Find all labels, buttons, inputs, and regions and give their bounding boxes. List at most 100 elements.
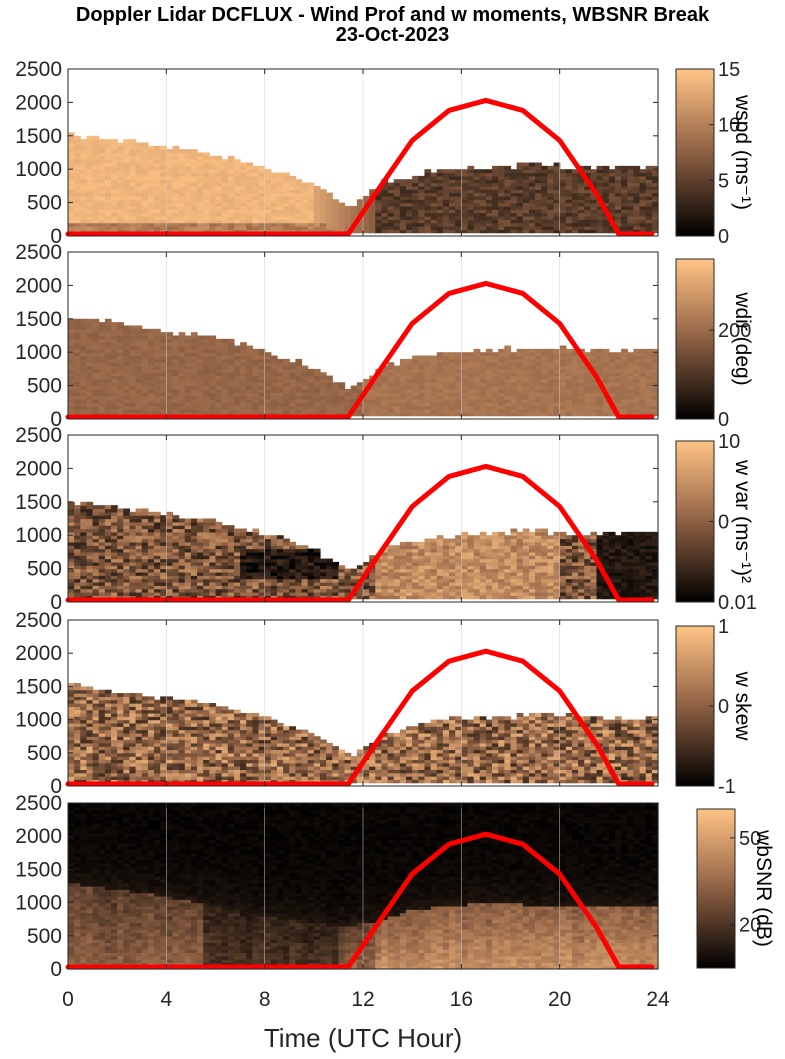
heatmap-cell [98,348,106,353]
heatmap-cell [111,555,118,560]
heatmap-cell [516,215,524,220]
heatmap-cell [129,382,137,387]
heatmap-cell [172,215,180,220]
heatmap-cell [135,568,143,573]
heatmap-cell [424,372,432,377]
heatmap-cell [80,348,88,353]
heatmap-cell [92,149,100,154]
heatmap-cell [154,162,161,167]
heatmap-cell [215,345,223,350]
heatmap-cell [467,179,475,184]
heatmap-cell [172,342,180,347]
heatmap-cell [485,398,493,403]
heatmap-cell [92,505,100,510]
heatmap-cell [645,185,653,190]
heatmap-cell [86,378,94,383]
heatmap-cell [633,172,641,177]
heatmap-cell [406,219,413,224]
heatmap-cell [565,365,573,370]
heatmap-cell [621,362,628,367]
heatmap-cell [412,209,419,214]
heatmap-cell [571,388,579,393]
heatmap-cell [393,195,401,200]
heatmap-cell [627,169,635,174]
heatmap-cell [492,179,499,184]
heatmap-cell [190,162,198,167]
heatmap-cell [307,189,315,194]
heatmap-cell [553,205,561,210]
heatmap-cell [344,402,352,407]
heatmap-cell [485,385,493,390]
heatmap-cell [141,332,149,337]
heatmap-cell [92,571,100,576]
heatmap-cell [498,212,505,217]
heatmap-cell [252,348,260,353]
heatmap-cell [289,402,296,407]
heatmap-cell [160,405,167,410]
heatmap-cell [68,142,75,147]
heatmap-cell [203,159,210,164]
heatmap-cell [614,375,622,380]
heatmap-cell [455,385,462,390]
heatmap-cell [160,159,167,164]
heatmap-cell [135,511,143,516]
heatmap-cell [246,558,253,563]
heatmap-cell [651,368,659,373]
heatmap-cell [86,358,94,363]
heatmap-cell [252,375,260,380]
heatmap-cell [571,185,579,190]
heatmap-cell [424,175,432,180]
heatmap-cell [418,392,426,397]
heatmap-cell [215,212,223,217]
heatmap-cell [221,215,229,220]
heatmap-cell [565,195,573,200]
heatmap-cell [399,375,407,380]
heatmap-cell [639,385,647,390]
heatmap-cell [221,585,229,590]
heatmap-cell [295,179,303,184]
heatmap-cell [203,525,210,530]
heatmap-cell [424,199,432,204]
heatmap-cell [473,402,481,407]
heatmap-cell [350,392,358,397]
heatmap-cell [154,192,161,197]
heatmap-cell [283,172,290,177]
heatmap-cell [154,398,161,403]
heatmap-cell [479,225,487,230]
heatmap-cell [98,215,106,220]
heatmap-cell [135,395,143,400]
heatmap-cell [608,358,616,363]
heatmap-cell [190,591,198,596]
heatmap-cell [449,358,456,363]
heatmap-cell [418,189,426,194]
heatmap-cell [283,395,290,400]
heatmap-cell [455,215,462,220]
heatmap-cell [258,358,266,363]
heatmap-cell [449,185,456,190]
heatmap-cell [154,179,161,184]
heatmap-cell [442,215,450,220]
heatmap-cell [74,545,81,550]
heatmap-cell [430,215,438,220]
heatmap-cell [596,408,604,413]
heatmap-cell [172,189,180,194]
heatmap-cell [584,388,591,393]
heatmap-cell [111,528,118,533]
heatmap-cell [602,229,610,234]
heatmap-cell [375,229,383,234]
heatmap-cell [135,152,143,157]
heatmap-cell [104,541,112,546]
heatmap-cell [467,199,475,204]
heatmap-cell [123,565,131,570]
heatmap-cell [344,408,352,413]
heatmap-cell [485,192,493,197]
heatmap-cell [633,189,641,194]
heatmap-cell [565,202,573,207]
heatmap-cell [535,189,542,194]
heatmap-cell [412,408,419,413]
heatmap-cell [209,169,217,174]
heatmap-cell [147,175,155,180]
heatmap-cell [651,358,659,363]
heatmap-cell [381,225,389,230]
heatmap-cell [141,385,149,390]
